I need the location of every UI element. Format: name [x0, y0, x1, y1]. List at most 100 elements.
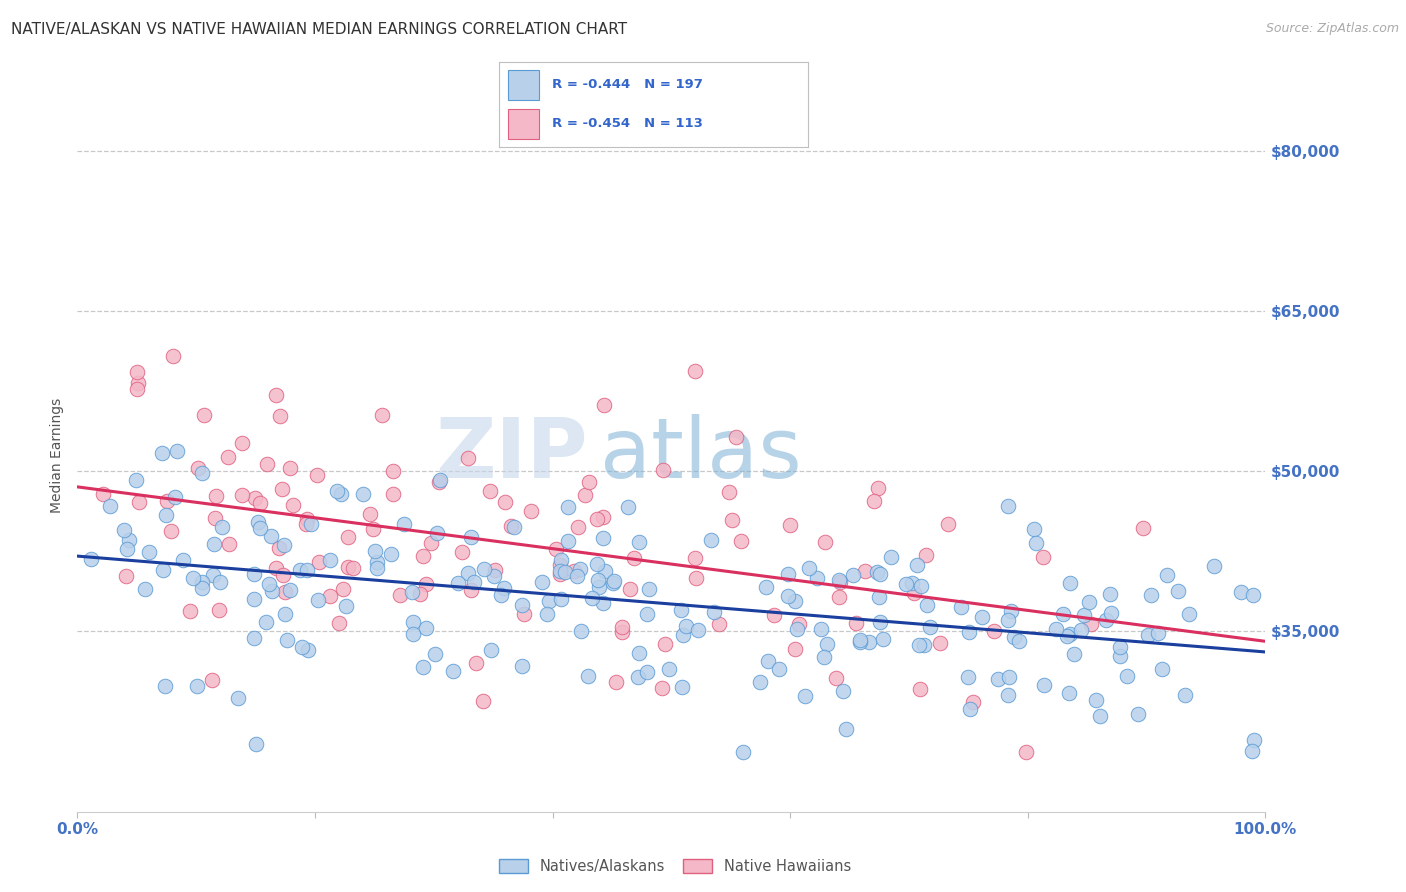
Point	[997, 613, 1019, 627]
Point	[550, 564, 572, 578]
Point	[602, 574, 624, 589]
Point	[636, 607, 658, 622]
Point	[576, 669, 599, 683]
Point	[595, 565, 617, 579]
Point	[938, 517, 960, 532]
Point	[814, 535, 837, 549]
Text: R = -0.454   N = 113: R = -0.454 N = 113	[551, 117, 703, 129]
Point	[242, 631, 264, 645]
Point	[915, 598, 938, 612]
Point	[828, 573, 851, 587]
Point	[793, 689, 815, 703]
Point	[1032, 550, 1054, 565]
Point	[912, 638, 935, 652]
Point	[1109, 640, 1132, 654]
Point	[830, 575, 852, 590]
Point	[983, 624, 1005, 639]
Point	[335, 599, 357, 613]
Point	[868, 481, 890, 495]
Point	[134, 582, 156, 596]
Point	[997, 689, 1019, 703]
Point	[550, 592, 572, 607]
Point	[329, 486, 352, 500]
Point	[193, 408, 215, 422]
Point	[894, 577, 917, 591]
Point	[671, 680, 693, 694]
Point	[956, 670, 979, 684]
Point	[592, 531, 614, 545]
Point	[1116, 668, 1139, 682]
Text: NATIVE/ALASKAN VS NATIVE HAWAIIAN MEDIAN EARNINGS CORRELATION CHART: NATIVE/ALASKAN VS NATIVE HAWAIIAN MEDIAN…	[11, 22, 627, 37]
Point	[652, 462, 675, 476]
Point	[562, 564, 585, 578]
Point	[530, 575, 553, 590]
Point	[128, 495, 150, 509]
Point	[281, 498, 304, 512]
Point	[550, 558, 572, 572]
Point	[441, 664, 464, 678]
Point	[186, 679, 208, 693]
Point	[908, 638, 931, 652]
Point	[548, 566, 571, 581]
Point	[307, 592, 329, 607]
Point	[366, 561, 388, 575]
Point	[297, 512, 319, 526]
Point	[1059, 575, 1081, 590]
Point	[457, 450, 479, 465]
Point	[628, 646, 651, 660]
Point	[610, 625, 633, 640]
Point	[243, 592, 266, 607]
Point	[249, 495, 271, 509]
Point	[471, 694, 494, 708]
Point	[675, 619, 697, 633]
Point	[557, 500, 579, 515]
Text: R = -0.444   N = 197: R = -0.444 N = 197	[551, 78, 703, 91]
Point	[426, 526, 449, 541]
Text: Source: ZipAtlas.com: Source: ZipAtlas.com	[1265, 22, 1399, 36]
Point	[617, 500, 640, 514]
Point	[278, 582, 301, 597]
Point	[858, 634, 880, 648]
Point	[412, 549, 434, 564]
Point	[201, 673, 224, 688]
Point	[1084, 692, 1107, 706]
Text: atlas: atlas	[600, 415, 801, 495]
Point	[457, 566, 479, 580]
Point	[756, 654, 779, 668]
Point	[127, 376, 149, 390]
Point	[260, 529, 283, 543]
Point	[204, 511, 226, 525]
Point	[172, 553, 194, 567]
Point	[959, 702, 981, 716]
Point	[806, 571, 828, 585]
Point	[501, 519, 523, 533]
Point	[1240, 744, 1263, 758]
Point	[359, 507, 381, 521]
Point	[366, 555, 388, 569]
Point	[783, 642, 806, 657]
Point	[688, 623, 710, 637]
Point	[278, 461, 301, 475]
Point	[1045, 622, 1067, 636]
Point	[957, 624, 980, 639]
Point	[1166, 583, 1188, 598]
Point	[179, 604, 201, 618]
Point	[869, 615, 891, 629]
Point	[997, 670, 1019, 684]
Point	[588, 580, 610, 594]
Point	[1243, 588, 1265, 602]
Point	[337, 530, 360, 544]
Point	[276, 633, 298, 648]
Point	[853, 564, 876, 578]
Point	[786, 622, 808, 636]
Point	[202, 568, 225, 582]
Point	[824, 671, 846, 685]
Point	[1099, 587, 1122, 601]
Point	[267, 541, 290, 555]
Point	[402, 615, 425, 630]
Point	[1015, 745, 1038, 759]
Point	[1202, 559, 1225, 574]
Point	[581, 591, 603, 606]
Point	[271, 567, 294, 582]
Point	[627, 534, 650, 549]
